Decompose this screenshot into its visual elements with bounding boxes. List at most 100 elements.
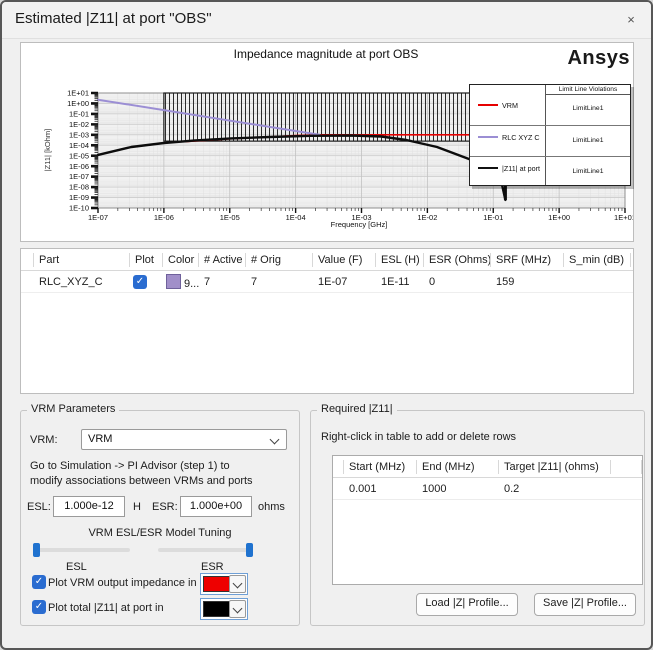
impedance-chart-panel: Impedance magnitude at port OBS 1E+01 1E+… [20,42,634,242]
vrm-parameters-group: VRM Parameters VRM: VRM Go to Simulation… [20,403,300,626]
y-tick-label: 1E-05 [69,151,89,160]
col-esl[interactable]: ESL (H) [376,252,424,267]
chart-legend: Limit Line Violations VRM LimitLine1 RLC… [469,84,631,186]
esl-slider[interactable] [33,543,130,557]
col-target[interactable]: Target |Z11| (ohms) [499,459,611,474]
col-part[interactable]: Part [34,252,130,267]
x-tick-label: 1E-07 [88,213,108,222]
col-color[interactable]: Color [163,252,199,267]
y-tick-label: 1E-02 [69,120,89,129]
esl-label: ESL: [27,501,51,513]
z11-color-swatch [203,601,230,617]
required-table[interactable]: Start (MHz) End (MHz) Target |Z11| (ohms… [332,455,643,585]
cell-active: 7 [204,275,211,288]
col-active[interactable]: # Active [199,252,246,267]
cell-esl: 1E-11 [381,275,410,288]
table-row[interactable]: RLC_XYZ_C ✓ 9... 7 7 1E-07 1E-11 0 159 [21,271,633,293]
vrm-color-dropdown[interactable] [200,573,248,595]
vrm-color-swatch [203,576,230,592]
dialog-title: Estimated |Z11| at port "OBS" [15,10,212,27]
esr-label: ESR: [152,501,178,513]
load-z-profile-button[interactable]: Load |Z| Profile... [416,593,518,616]
col-srf[interactable]: SRF (MHz) [491,252,564,267]
legend-row-rlc: RLC XYZ C LimitLine1 [470,126,630,156]
cell-orig: 7 [251,275,258,288]
x-tick-label: 1E-01 [483,213,503,222]
col-end[interactable]: End (MHz) [417,459,499,474]
esr-slider[interactable] [158,543,253,557]
parts-table-header: Part Plot Color # Active # Orig Value (F… [21,249,633,271]
esr-unit: ohms [258,501,285,513]
parts-table: Part Plot Color # Active # Orig Value (F… [20,248,634,394]
required-hint: Right-click in table to add or delete ro… [321,431,517,443]
y-tick-label: 1E-09 [69,193,89,202]
advisor-note-line1: Go to Simulation -> PI Advisor (step 1) … [30,460,230,472]
ansys-logo: Ansys [567,47,630,69]
vrm-group-label: VRM Parameters [27,403,120,415]
col-plot[interactable]: Plot [130,252,163,267]
vrm-dropdown[interactable]: VRM [81,429,287,450]
x-axis-label: Frequency [GHz] [331,220,388,229]
col-value[interactable]: Value (F) [313,252,376,267]
color-swatch[interactable] [166,273,181,289]
cell-target[interactable]: 0.2 [504,482,520,495]
x-tick-label: 1E-06 [154,213,174,222]
esr-slider-handle[interactable] [246,543,253,557]
title-bar[interactable]: Estimated |Z11| at port "OBS" × [2,2,651,39]
plot-vrm-checkbox[interactable]: ✓ [32,575,46,589]
plot-vrm-label: Plot VRM output impedance in [48,577,197,589]
color-dropdown-button[interactable] [229,600,246,618]
y-axis-label: |Z11| [kOhm] [43,129,52,172]
x-tick-label: 1E-03 [351,213,371,222]
cell-value: 1E-07 [318,275,348,288]
col-start[interactable]: Start (MHz) [344,459,417,474]
legend-row-vrm: VRM LimitLine1 [470,94,630,124]
legend-separator [470,125,630,126]
col-orig[interactable]: # Orig [246,252,313,267]
required-group-label: Required |Z11| [317,403,397,415]
required-z11-group: Required |Z11| Right-click in table to a… [310,403,645,626]
cell-part: RLC_XYZ_C [39,275,103,288]
y-tick-label: 1E+01 [67,89,89,98]
plot-checkbox[interactable]: ✓ [133,274,147,289]
y-tick-label: 1E-03 [69,130,89,139]
save-z-profile-button[interactable]: Save |Z| Profile... [534,593,636,616]
x-tick-label: 1E+00 [548,213,570,222]
advisor-note-line2: modify associations between VRMs and por… [30,475,253,487]
cell-color[interactable]: 9... [163,273,199,290]
z11-line-sample [478,167,498,169]
rlc-line-sample [478,136,498,138]
esl-slider-label: ESL [66,561,87,573]
chevron-down-icon [232,578,243,589]
x-tick-label: 1E-04 [286,213,306,222]
y-tick-label: 1E-06 [69,162,89,171]
col-esr[interactable]: ESR (Ohms) [424,252,491,267]
chevron-down-icon [269,434,280,445]
required-table-header: Start (MHz) End (MHz) Target |Z11| (ohms… [333,456,642,478]
y-tick-label: 1E-04 [69,141,89,150]
legend-separator [470,156,630,157]
table-row[interactable]: 0.001 1000 0.2 [333,478,642,500]
x-tick-label: 1E+01 [614,213,633,222]
y-tick-label: 1E+00 [67,99,89,108]
cell-end[interactable]: 1000 [422,482,447,495]
color-dropdown-button[interactable] [229,575,246,593]
chevron-down-icon [232,603,243,614]
close-icon[interactable]: × [627,12,635,27]
z11-color-dropdown[interactable] [200,598,248,620]
esr-slider-label: ESR [201,561,224,573]
legend-header: Limit Line Violations [546,85,630,95]
cell-start[interactable]: 0.001 [349,482,377,495]
esr-field[interactable]: 1.000e+00 [180,496,252,517]
col-smin[interactable]: S_min (dB) [564,252,631,267]
plot-z11-checkbox[interactable]: ✓ [32,600,46,614]
tuning-title: VRM ESL/ESR Model Tuning [88,527,232,539]
tick-labels: 1E+011E+001E-011E-021E-031E-041E-051E-06… [67,89,633,222]
vrm-label: VRM: [30,434,58,446]
esl-slider-handle[interactable] [33,543,40,557]
vrm-line-sample [478,104,498,106]
esl-unit: H [133,501,141,513]
legend-row-z11: |Z11| at port LimitLine1 [470,157,630,187]
esl-field[interactable]: 1.000e-12 [53,496,125,517]
